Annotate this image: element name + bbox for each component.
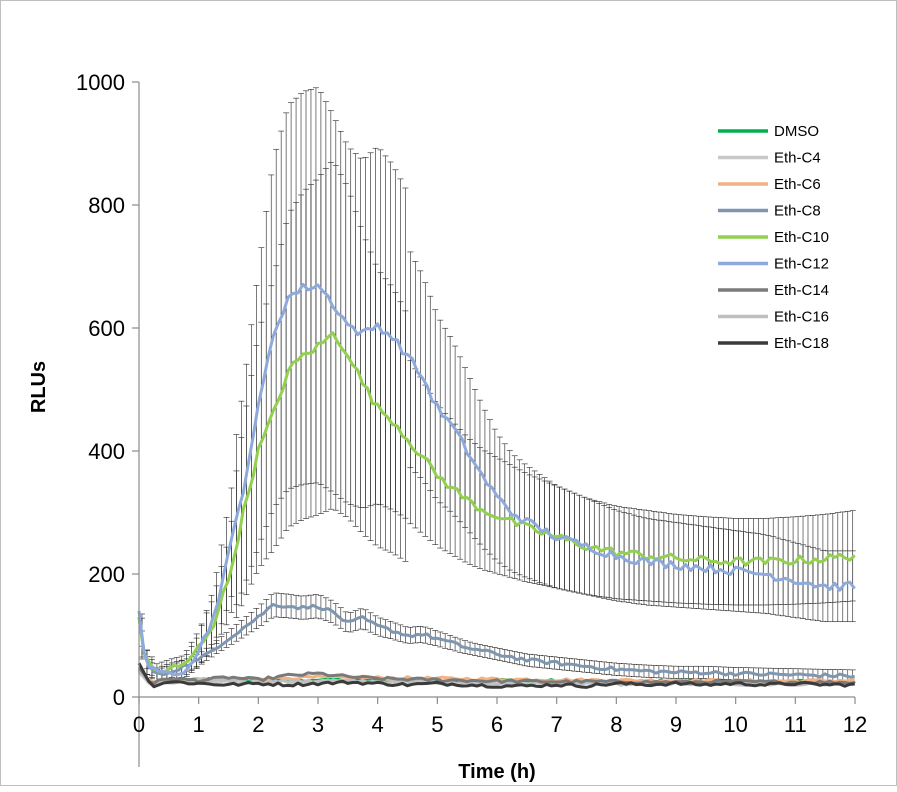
x-tick-label: 1	[193, 712, 205, 737]
legend: DMSO Eth-C4 Eth-C6 Eth-C8 Eth-C10 Eth-C12 Eth-…	[718, 123, 829, 352]
series-line-eth-c10	[137, 331, 856, 674]
legend-label: DMSO	[774, 123, 819, 140]
y-axis-title: RLUs	[28, 361, 50, 413]
x-tick-label: 6	[491, 712, 503, 737]
x-tick-label: 11	[784, 712, 807, 737]
legend-label: Eth-C14	[774, 282, 829, 299]
x-tick-label: 2	[252, 712, 264, 737]
legend-label: Eth-C10	[774, 229, 829, 246]
y-tick-label: 400	[88, 439, 125, 464]
x-tick-label: 10	[723, 712, 747, 737]
x-tick-label: 7	[551, 712, 563, 737]
x-tick-label: 3	[312, 712, 324, 737]
series-line-eth-c8	[137, 603, 855, 679]
y-tick-label: 0	[113, 685, 125, 710]
x-tick-label: 8	[610, 712, 622, 737]
y-tick-label: 600	[88, 316, 125, 341]
x-tick-label: 4	[372, 712, 384, 737]
series-line-eth-c18	[137, 662, 855, 689]
x-tick-label: 12	[843, 712, 867, 737]
legend-label: Eth-C16	[774, 309, 829, 326]
series-line-eth-c12	[137, 282, 856, 677]
legend-label: Eth-C6	[774, 176, 821, 193]
y-tick-label: 800	[88, 193, 125, 218]
legend-label: Eth-C8	[774, 203, 821, 220]
y-axis-ticks: 0 200 400 600 800 1000	[76, 70, 139, 710]
x-tick-label: 9	[670, 712, 682, 737]
x-axis-title: Time (h)	[458, 761, 535, 783]
y-tick-label: 1000	[76, 70, 125, 95]
series-lines	[137, 282, 856, 689]
x-tick-label: 5	[431, 712, 443, 737]
legend-label: Eth-C4	[774, 150, 821, 167]
legend-label: Eth-C18	[774, 335, 829, 352]
legend-label: Eth-C12	[774, 256, 829, 273]
x-axis-ticks: 0 1 2 3 4 5 6 7 8 9 10 11 12	[133, 697, 867, 737]
y-tick-label: 200	[88, 562, 125, 587]
x-tick-label: 0	[133, 712, 145, 737]
series-line-eth-c14	[137, 666, 855, 686]
